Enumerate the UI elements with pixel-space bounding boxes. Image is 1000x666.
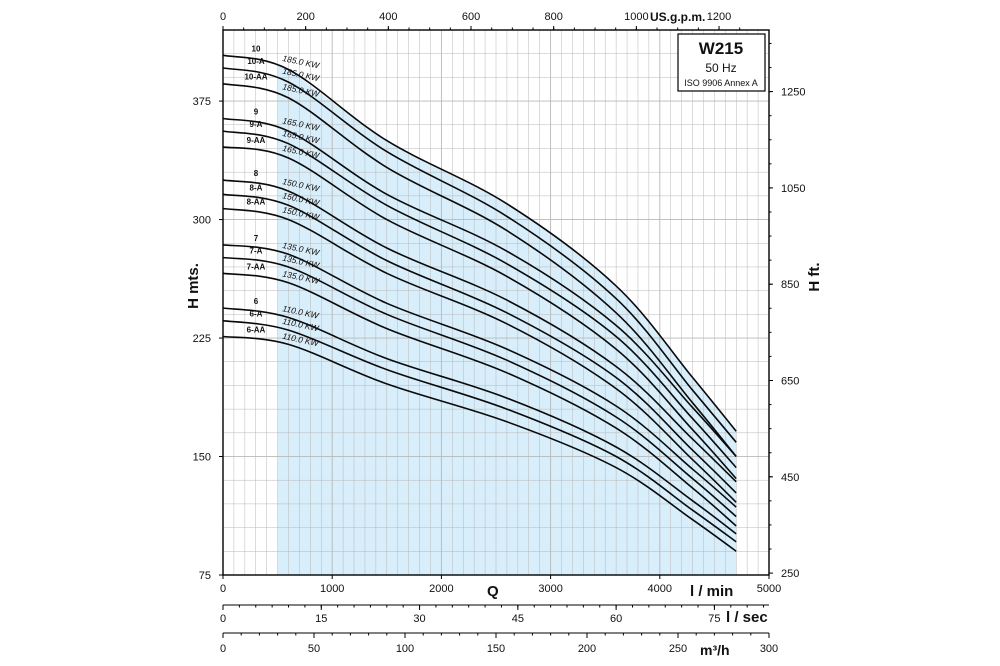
m3h-tick-label: 250 — [669, 643, 687, 655]
m3h-axis-title: m³/h — [700, 642, 730, 658]
right-tick-label: 250 — [781, 568, 799, 580]
curve-label-6: 6 — [254, 297, 259, 306]
pump-curve-7-A — [222, 256, 737, 518]
lsec-tick-label: 45 — [512, 613, 524, 625]
curve-label-10-AA: 10-AA — [244, 73, 267, 82]
curve-label-9-AA: 9-AA — [247, 136, 266, 145]
title-box: W215 50 Hz ISO 9906 Annex A — [677, 33, 766, 92]
lsec-tick-label: 0 — [220, 613, 226, 625]
lsec-tick-label: 60 — [610, 613, 622, 625]
pump-curve-10 — [222, 54, 737, 432]
model-title: W215 — [699, 39, 743, 58]
m3h-tick-label: 200 — [578, 643, 596, 655]
m3h-tick-label: 50 — [308, 643, 320, 655]
right-tick-label: 650 — [781, 376, 799, 388]
pump-curve-6 — [222, 307, 737, 535]
left-tick-label: 300 — [193, 215, 211, 227]
bottom-tick-label: 2000 — [429, 583, 453, 595]
left-tick-label: 225 — [193, 333, 211, 345]
m3h-tick-label: 0 — [220, 643, 226, 655]
curve-label-7-AA: 7-AA — [247, 262, 266, 271]
pump-curve-8-AA — [222, 207, 737, 503]
curve-label-8: 8 — [254, 169, 259, 178]
pump-curve-10-A — [222, 67, 737, 443]
left-tick-label: 75 — [199, 570, 211, 582]
top-axis-title: US.g.p.m. — [650, 10, 705, 24]
top-tick-label: 200 — [296, 11, 314, 23]
bottom-tick-label: 1000 — [320, 583, 344, 595]
bottom-axis-title: l / min — [690, 583, 733, 600]
right-tick-label: 850 — [781, 279, 799, 291]
right-axis-title: H ft. — [806, 262, 823, 291]
bottom-tick-label: 4000 — [648, 583, 672, 595]
curve-label-8-A: 8-A — [250, 183, 263, 192]
title-box-frame — [677, 33, 766, 92]
pump-curve-10-AA — [222, 82, 737, 458]
m3h-tick-label: 300 — [760, 643, 778, 655]
top-tick-label: 800 — [545, 11, 563, 23]
curve-label-7: 7 — [254, 234, 259, 243]
top-tick-label: 400 — [379, 11, 397, 23]
curve-label-6-A: 6-A — [250, 310, 263, 319]
pump-curve-7-AA — [222, 272, 737, 527]
pump-curve-9 — [222, 117, 737, 458]
top-tick-label: 1000 — [624, 11, 648, 23]
curve-label-8-AA: 8-AA — [247, 198, 266, 207]
operating-range-area — [276, 63, 737, 575]
bottom-tick-label: 5000 — [757, 583, 781, 595]
top-tick-label: 600 — [462, 11, 480, 23]
pump-curve-7 — [222, 244, 737, 508]
right-tick-label: 1250 — [781, 87, 805, 99]
left-tick-label: 375 — [193, 96, 211, 108]
pump-curve-8-A — [222, 193, 737, 494]
curve-label-9: 9 — [254, 107, 259, 116]
bottom-tick-label: 3000 — [538, 583, 562, 595]
pump-curve-6-A — [222, 319, 737, 543]
curve-label-7-A: 7-A — [250, 246, 263, 255]
right-tick-label: 450 — [781, 472, 799, 484]
frequency-label: 50 Hz — [705, 61, 736, 75]
top-tick-label: 0 — [220, 11, 226, 23]
pump-curve-9-AA — [222, 146, 737, 480]
curve-label-10-A: 10-A — [247, 57, 265, 66]
lsec-tick-label: 30 — [413, 613, 425, 625]
q-label: Q — [487, 583, 499, 600]
pump-curve-6-AA — [222, 335, 737, 552]
left-tick-label: 150 — [193, 452, 211, 464]
lsec-tick-label: 15 — [315, 613, 327, 625]
top-tick-label: 1200 — [707, 11, 731, 23]
lsec-tick-label: 75 — [708, 613, 720, 625]
bottom-tick-label: 0 — [220, 583, 226, 595]
pump-curve-8 — [222, 179, 737, 483]
lsec-axis-title: l / sec — [726, 609, 768, 626]
plot-frame — [222, 29, 770, 576]
m3h-tick-label: 100 — [396, 643, 414, 655]
pump-curve-9-A — [222, 130, 737, 469]
curve-label-10: 10 — [252, 44, 261, 53]
standard-label: ISO 9906 Annex A — [684, 78, 758, 88]
m3h-tick-label: 150 — [487, 643, 505, 655]
left-axis-title: H mts. — [185, 263, 202, 309]
right-tick-label: 1050 — [781, 183, 805, 195]
curve-label-9-A: 9-A — [250, 120, 263, 129]
curve-label-6-AA: 6-AA — [247, 325, 266, 334]
